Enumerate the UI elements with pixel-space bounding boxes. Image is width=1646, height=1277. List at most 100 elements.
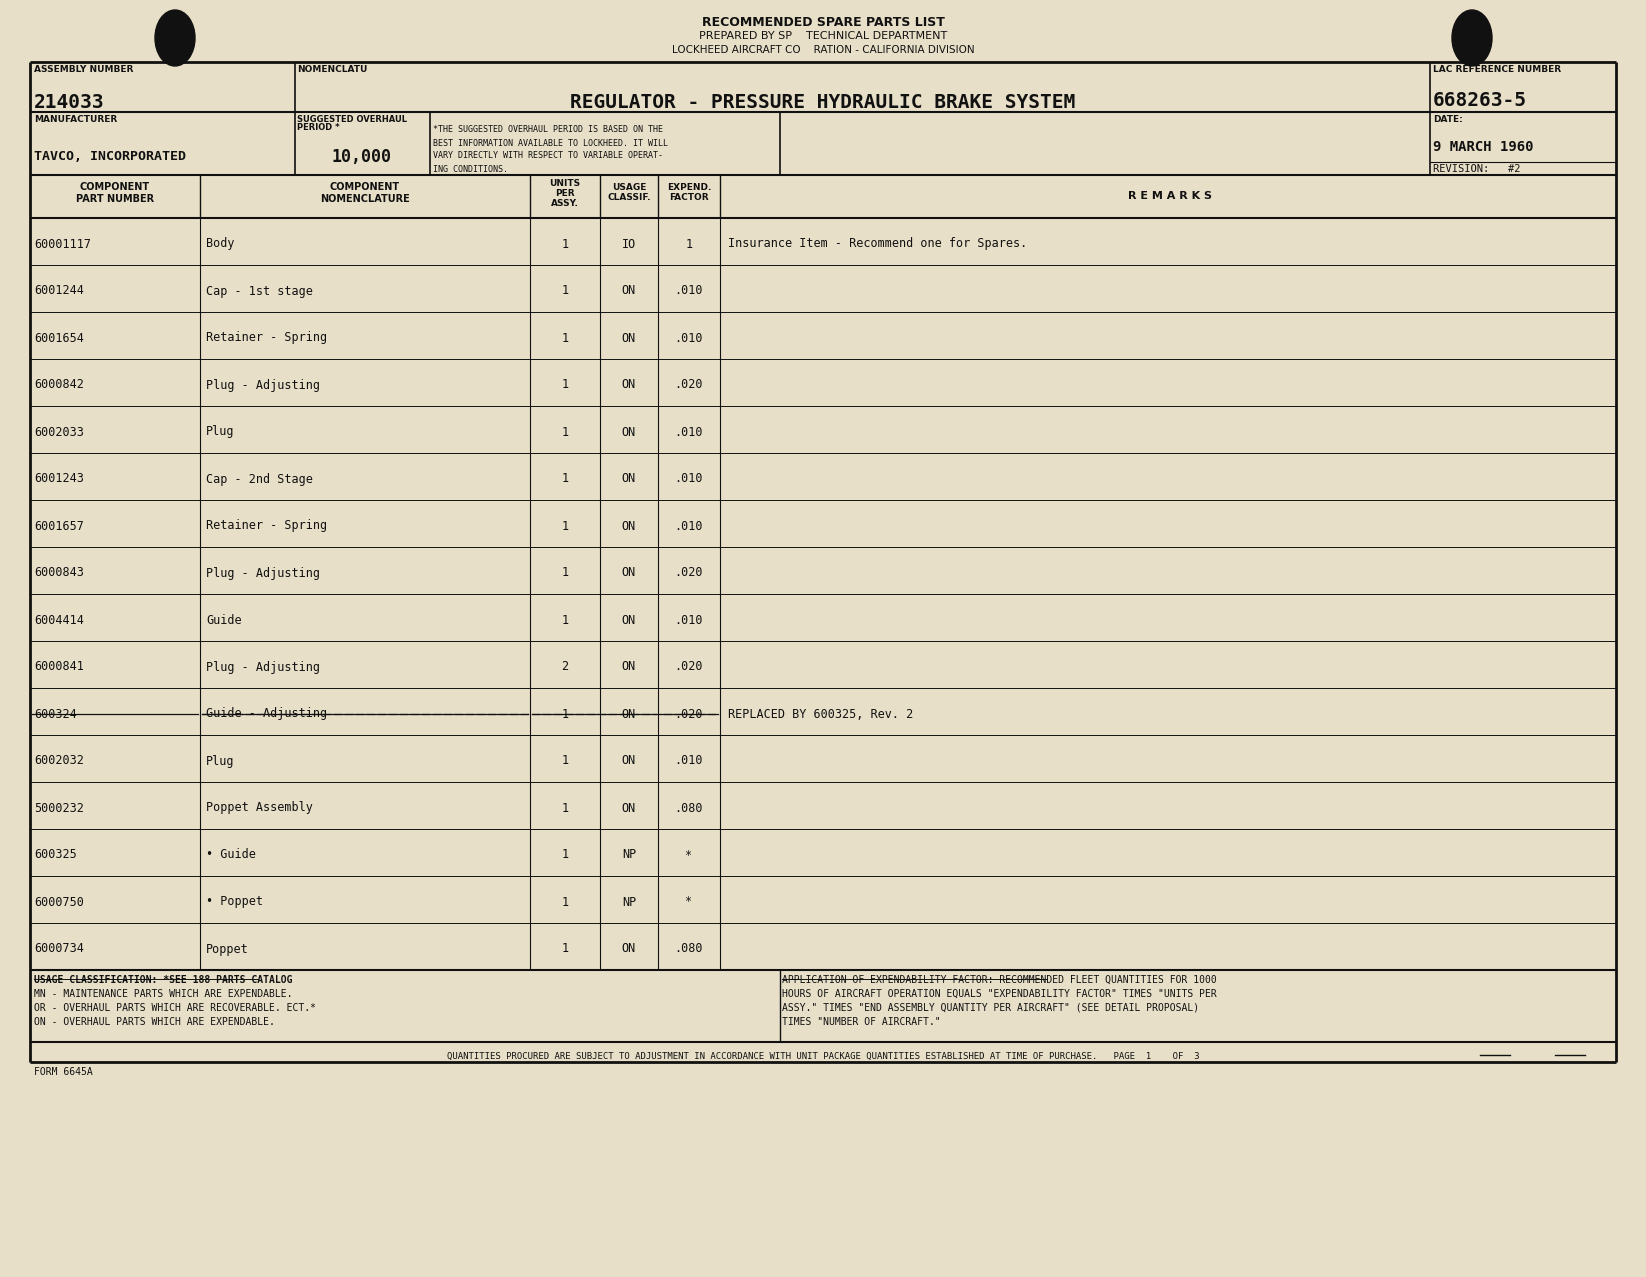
- Text: .010: .010: [675, 472, 703, 485]
- Text: ON: ON: [622, 660, 635, 673]
- Text: MANUFACTURER: MANUFACTURER: [35, 115, 117, 124]
- Text: 1: 1: [561, 472, 568, 485]
- Text: R E M A R K S: R E M A R K S: [1128, 192, 1211, 200]
- Text: 600325: 600325: [35, 848, 77, 862]
- Text: VARY DIRECTLY WITH RESPECT TO VARIABLE OPERAT-: VARY DIRECTLY WITH RESPECT TO VARIABLE O…: [433, 152, 663, 161]
- Text: 60001117: 60001117: [35, 238, 91, 250]
- Text: ASSY.: ASSY.: [551, 198, 579, 207]
- Text: Guide - Adjusting: Guide - Adjusting: [206, 707, 328, 720]
- Text: .080: .080: [675, 942, 703, 955]
- Text: 1: 1: [561, 848, 568, 862]
- Text: Cap - 1st stage: Cap - 1st stage: [206, 285, 313, 298]
- Text: 1: 1: [561, 613, 568, 627]
- Text: 1: 1: [685, 238, 693, 250]
- Text: ON: ON: [622, 942, 635, 955]
- Text: 668263-5: 668263-5: [1434, 91, 1527, 110]
- Text: • Guide: • Guide: [206, 848, 255, 862]
- Text: ON: ON: [622, 755, 635, 767]
- Text: ING CONDITIONS.: ING CONDITIONS.: [433, 165, 509, 174]
- Text: LOCKHEED AIRCRAFT CO    RATION - CALIFORNIA DIVISION: LOCKHEED AIRCRAFT CO RATION - CALIFORNIA…: [672, 45, 974, 55]
- Text: TIMES "NUMBER OF AIRCRAFT.": TIMES "NUMBER OF AIRCRAFT.": [782, 1016, 940, 1027]
- Text: PERIOD *: PERIOD *: [296, 124, 339, 133]
- Text: ON: ON: [622, 472, 635, 485]
- Text: PART NUMBER: PART NUMBER: [76, 194, 155, 204]
- Text: LAC REFERENCE NUMBER: LAC REFERENCE NUMBER: [1434, 65, 1560, 74]
- Text: .010: .010: [675, 755, 703, 767]
- Text: *: *: [685, 848, 693, 862]
- Text: CLASSIF.: CLASSIF.: [607, 194, 650, 203]
- Text: ASSY." TIMES "END ASSEMBLY QUANTITY PER AIRCRAFT" (SEE DETAIL PROPOSAL): ASSY." TIMES "END ASSEMBLY QUANTITY PER …: [782, 1002, 1200, 1013]
- Text: 6000842: 6000842: [35, 378, 84, 392]
- Text: 1: 1: [561, 707, 568, 720]
- Text: ON: ON: [622, 332, 635, 345]
- Text: Insurance Item - Recommend one for Spares.: Insurance Item - Recommend one for Spare…: [728, 238, 1027, 250]
- Text: .020: .020: [675, 660, 703, 673]
- Text: 6002032: 6002032: [35, 755, 84, 767]
- Text: .010: .010: [675, 332, 703, 345]
- Text: 6001244: 6001244: [35, 285, 84, 298]
- Text: ON: ON: [622, 802, 635, 815]
- Text: .020: .020: [675, 378, 703, 392]
- Text: .020: .020: [675, 707, 703, 720]
- Text: .010: .010: [675, 285, 703, 298]
- Text: 1: 1: [561, 755, 568, 767]
- Text: 6000734: 6000734: [35, 942, 84, 955]
- Text: ON: ON: [622, 567, 635, 580]
- Text: APPLICATION OF EXPENDABILITY FACTOR: RECOMMENDED FLEET QUANTITIES FOR 1000: APPLICATION OF EXPENDABILITY FACTOR: REC…: [782, 976, 1216, 985]
- Text: 6001654: 6001654: [35, 332, 84, 345]
- Text: 1: 1: [561, 285, 568, 298]
- Text: IO: IO: [622, 238, 635, 250]
- Text: Plug: Plug: [206, 425, 234, 438]
- Text: EXPEND.: EXPEND.: [667, 183, 711, 192]
- Text: QUANTITIES PROCURED ARE SUBJECT TO ADJUSTMENT IN ACCORDANCE WITH UNIT PACKAGE QU: QUANTITIES PROCURED ARE SUBJECT TO ADJUS…: [446, 1051, 1200, 1060]
- Text: Body: Body: [206, 238, 234, 250]
- Text: 1: 1: [561, 378, 568, 392]
- Text: MN - MAINTENANCE PARTS WHICH ARE EXPENDABLE.: MN - MAINTENANCE PARTS WHICH ARE EXPENDA…: [35, 988, 293, 999]
- Text: Plug: Plug: [206, 755, 234, 767]
- Text: 1: 1: [561, 942, 568, 955]
- Text: 1: 1: [561, 332, 568, 345]
- Text: Poppet Assembly: Poppet Assembly: [206, 802, 313, 815]
- Text: Plug - Adjusting: Plug - Adjusting: [206, 660, 319, 673]
- Text: FORM 6645A: FORM 6645A: [35, 1068, 92, 1077]
- Text: 6002033: 6002033: [35, 425, 84, 438]
- Text: *THE SUGGESTED OVERHAUL PERIOD IS BASED ON THE: *THE SUGGESTED OVERHAUL PERIOD IS BASED …: [433, 125, 663, 134]
- Text: Plug - Adjusting: Plug - Adjusting: [206, 567, 319, 580]
- Text: NOMENCLATURE: NOMENCLATURE: [319, 194, 410, 204]
- Text: 1: 1: [561, 567, 568, 580]
- Text: 1: 1: [561, 520, 568, 533]
- Text: ON - OVERHAUL PARTS WHICH ARE EXPENDABLE.: ON - OVERHAUL PARTS WHICH ARE EXPENDABLE…: [35, 1016, 275, 1027]
- Text: DATE:: DATE:: [1434, 115, 1463, 124]
- Text: 6000843: 6000843: [35, 567, 84, 580]
- Text: COMPONENT: COMPONENT: [329, 183, 400, 192]
- Text: 6001243: 6001243: [35, 472, 84, 485]
- Text: USAGE: USAGE: [612, 183, 647, 192]
- Ellipse shape: [155, 10, 194, 66]
- Text: Poppet: Poppet: [206, 942, 249, 955]
- Text: Cap - 2nd Stage: Cap - 2nd Stage: [206, 472, 313, 485]
- Text: FACTOR: FACTOR: [670, 194, 709, 203]
- Text: REPLACED BY 600325, Rev. 2: REPLACED BY 600325, Rev. 2: [728, 707, 914, 720]
- Text: 1: 1: [561, 802, 568, 815]
- Text: ASSEMBLY NUMBER: ASSEMBLY NUMBER: [35, 65, 133, 74]
- Text: TAVCO, INCORPORATED: TAVCO, INCORPORATED: [35, 151, 186, 163]
- Text: ON: ON: [622, 285, 635, 298]
- Text: 1: 1: [561, 425, 568, 438]
- Text: .010: .010: [675, 425, 703, 438]
- Text: 2: 2: [561, 660, 568, 673]
- Text: Plug - Adjusting: Plug - Adjusting: [206, 378, 319, 392]
- Text: ON: ON: [622, 520, 635, 533]
- Text: 6000750: 6000750: [35, 895, 84, 908]
- Text: 6001657: 6001657: [35, 520, 84, 533]
- Text: UNITS: UNITS: [550, 180, 581, 189]
- Text: .010: .010: [675, 520, 703, 533]
- Text: 9 MARCH 1960: 9 MARCH 1960: [1434, 140, 1534, 155]
- Text: PER: PER: [555, 189, 574, 198]
- Text: *: *: [685, 895, 693, 908]
- Text: HOURS OF AIRCRAFT OPERATION EQUALS "EXPENDABILITY FACTOR" TIMES "UNITS PER: HOURS OF AIRCRAFT OPERATION EQUALS "EXPE…: [782, 988, 1216, 999]
- Text: BEST INFORMATION AVAILABLE TO LOCKHEED. IT WILL: BEST INFORMATION AVAILABLE TO LOCKHEED. …: [433, 138, 668, 148]
- Text: REVISION:   #2: REVISION: #2: [1434, 163, 1521, 174]
- Text: SUGGESTED OVERHAUL: SUGGESTED OVERHAUL: [296, 115, 407, 124]
- Text: 600324: 600324: [35, 707, 77, 720]
- Text: 214033: 214033: [35, 92, 104, 111]
